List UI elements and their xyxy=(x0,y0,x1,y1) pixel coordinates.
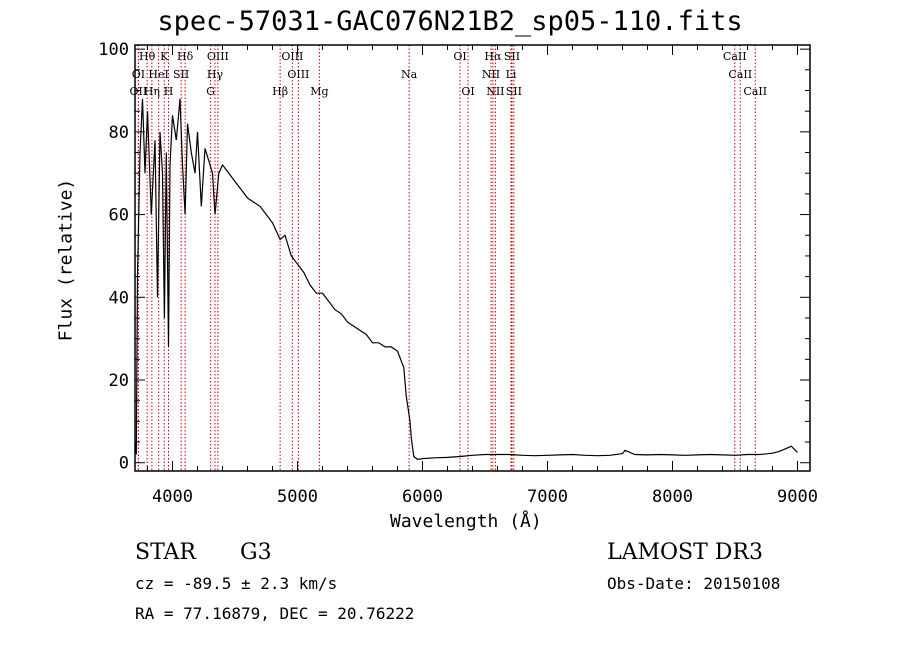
y-tick-label: 20 xyxy=(109,371,129,391)
y-axis-label: Flux (relative) xyxy=(55,178,77,342)
line-label: SII xyxy=(173,68,189,81)
redshift-velocity: cz = -89.5 ± 2.3 km/s xyxy=(135,574,338,593)
survey-name: LAMOST DR3 xyxy=(607,540,763,565)
x-tick-label: 5000 xyxy=(277,487,318,507)
line-label: Li xyxy=(506,68,517,81)
y-tick-label: 40 xyxy=(109,288,129,308)
line-label: Hδ xyxy=(177,50,194,63)
line-label: OIII xyxy=(207,50,229,63)
y-tick-label: 80 xyxy=(109,123,129,143)
line-label: H xyxy=(164,85,174,98)
x-tick-label: 4000 xyxy=(152,487,193,507)
line-label: CaII xyxy=(723,50,747,63)
x-tick-label: 7000 xyxy=(527,487,568,507)
chart-title: spec-57031-GAC076N21B2_sp05-110.fits xyxy=(157,6,743,37)
line-label: Hβ xyxy=(272,85,288,98)
line-label: OIII xyxy=(281,50,303,63)
line-label: Hη xyxy=(144,85,160,98)
y-tick-label: 60 xyxy=(109,206,129,226)
line-label: SII xyxy=(506,85,522,98)
line-label: NII xyxy=(482,68,500,81)
line-label: K xyxy=(160,50,169,63)
line-label: NII xyxy=(486,85,504,98)
observation-date: Obs-Date: 20150108 xyxy=(607,574,781,593)
line-markers xyxy=(137,45,756,471)
line-label: CaII xyxy=(728,68,752,81)
line-label: OI xyxy=(461,85,474,98)
line-label: SII xyxy=(504,50,520,63)
object-class: STAR xyxy=(135,540,196,565)
line-label: Hα xyxy=(484,50,502,63)
coordinates: RA = 77.16879, DEC = 20.76222 xyxy=(135,604,415,623)
line-label: Mg xyxy=(310,85,328,98)
line-label: Hγ xyxy=(207,68,224,81)
x-tick-label: 6000 xyxy=(402,487,443,507)
line-label: CaII xyxy=(743,85,767,98)
axis-tick-labels: 4000 5000 6000 7000 8000 9000 0 20 40 60 80 100 xyxy=(98,40,818,507)
x-tick-label: 9000 xyxy=(777,487,818,507)
object-subclass: G3 xyxy=(240,540,272,565)
line-label: OII xyxy=(130,85,148,98)
plot-frame xyxy=(134,44,811,472)
line-label: OIII xyxy=(287,68,309,81)
x-axis-label: Wavelength (Å) xyxy=(390,511,542,532)
spectrum-line xyxy=(134,98,798,461)
x-tick-label: 8000 xyxy=(652,487,693,507)
axis-ticks xyxy=(135,45,810,471)
line-label: G xyxy=(206,85,215,98)
line-label: OI xyxy=(453,50,466,63)
y-tick-label: 0 xyxy=(119,454,129,474)
y-tick-label: 100 xyxy=(98,40,129,60)
line-label: Hθ xyxy=(139,50,156,63)
line-label: HeI xyxy=(148,68,168,81)
line-label: Na xyxy=(401,68,418,81)
